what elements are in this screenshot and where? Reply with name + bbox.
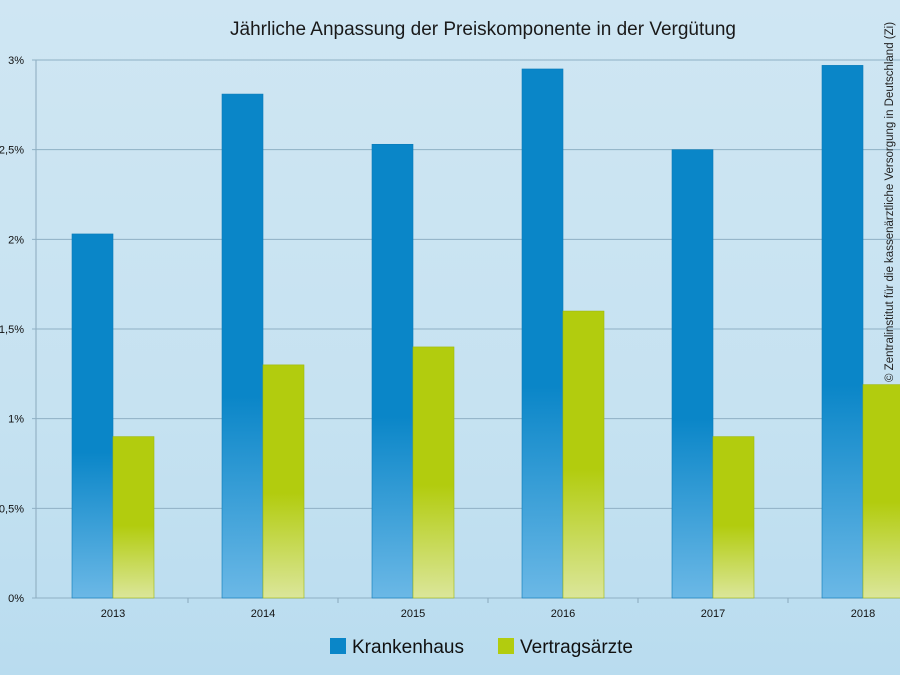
bar-krankenhaus-2015: [371, 143, 414, 599]
bar-vertragsaerzte-2018: [862, 384, 900, 599]
x-tick-label: 2013: [101, 608, 125, 620]
legend-label-vertragsaerzte: Vertragsärzte: [520, 637, 633, 658]
x-tick-label: 2015: [401, 608, 425, 620]
copyright-text: © Zentralinstitut für die kassenärztlich…: [884, 22, 896, 382]
bar-vertragsaerzte-2013: [112, 436, 155, 599]
bar-krankenhaus-2018: [821, 65, 864, 599]
bar-krankenhaus-2014: [221, 93, 264, 599]
y-tick-label: 1,5%: [0, 324, 24, 336]
legend-swatch-krankenhaus: [330, 638, 346, 654]
y-tick-label: 1%: [8, 414, 24, 426]
y-tick-label: 3%: [8, 55, 24, 67]
x-tick-label: 2016: [551, 608, 575, 620]
bar-vertragsaerzte-2017: [712, 436, 755, 599]
bar-krankenhaus-2017: [671, 149, 714, 599]
y-tick-label: 2,5%: [0, 145, 24, 157]
x-tick-label: 2014: [251, 608, 275, 620]
bar-vertragsaerzte-2014: [262, 364, 305, 599]
bar-krankenhaus-2016: [521, 68, 564, 599]
y-tick-label: 2%: [8, 234, 24, 246]
legend-label-krankenhaus: Krankenhaus: [352, 637, 464, 658]
x-tick-label: 2018: [851, 608, 875, 620]
y-tick-label: 0%: [8, 593, 24, 605]
x-tick-label: 2017: [701, 608, 725, 620]
legend-swatch-vertragsaerzte: [498, 638, 514, 654]
bar-krankenhaus-2013: [71, 233, 114, 599]
bar-vertragsaerzte-2015: [412, 346, 455, 599]
y-tick-label: 0,5%: [0, 503, 24, 515]
chart-title: Jährliche Anpassung der Preiskomponente …: [230, 19, 736, 40]
legend: Krankenhaus Vertragsärzte: [330, 637, 633, 658]
bar-vertragsaerzte-2016: [562, 310, 605, 599]
